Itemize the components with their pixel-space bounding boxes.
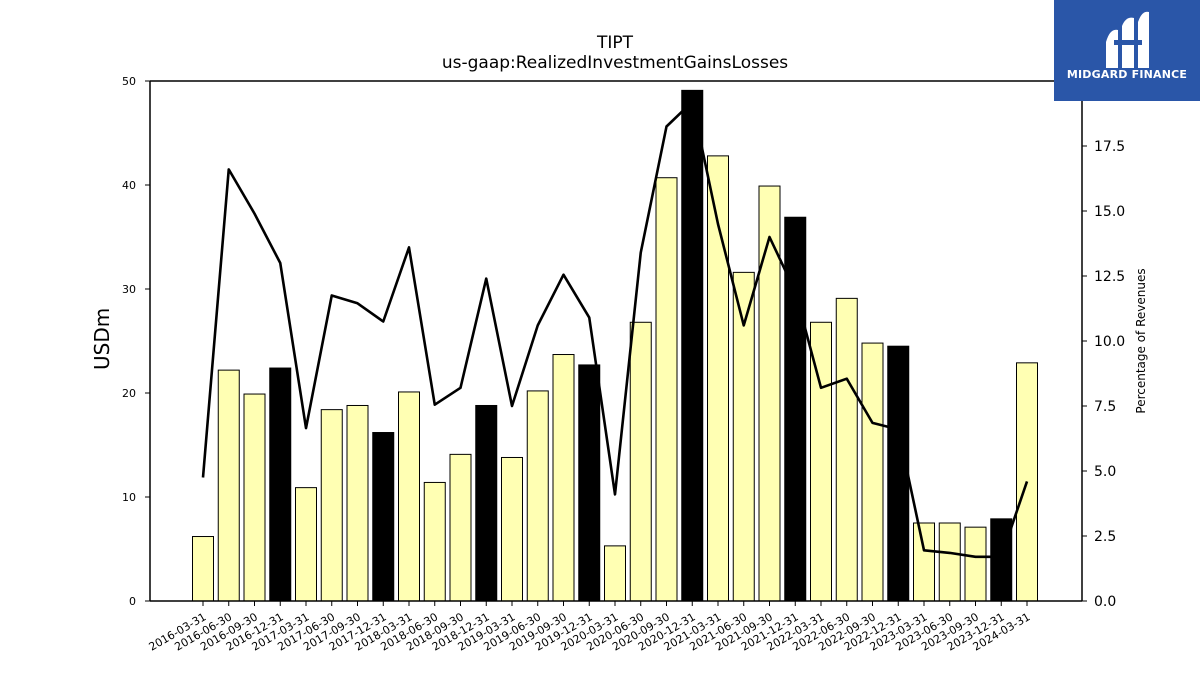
y2-tick-label-15.0: 15.0 bbox=[1094, 204, 1125, 220]
bar-2016-03-31 bbox=[192, 536, 214, 602]
y-tick-label-50: 50 bbox=[122, 75, 136, 88]
bar-2022-06-30 bbox=[835, 297, 858, 602]
chart-title: TIPT bbox=[596, 33, 634, 53]
bar-2017-06-30 bbox=[320, 409, 343, 602]
y2-tick-label-12.5: 12.5 bbox=[1094, 269, 1125, 285]
bar-2017-03-31 bbox=[295, 487, 317, 602]
y2-tick-label-2.5: 2.5 bbox=[1094, 529, 1116, 545]
midgard-finance-logo: MIDGARD FINANCE bbox=[1054, 0, 1200, 101]
bar-2016-12-31 bbox=[269, 367, 292, 602]
bar-2020-06-30 bbox=[629, 321, 652, 602]
y-tick-label-20: 20 bbox=[122, 387, 136, 400]
bar-2022-12-31 bbox=[887, 345, 910, 602]
axes-group: 010203040500.02.55.07.510.012.515.017.52… bbox=[122, 75, 1125, 654]
bar-2019-12-31 bbox=[578, 364, 601, 602]
bar-2020-09-30 bbox=[655, 177, 678, 602]
y2-axis-label: Percentage of Revenues bbox=[1134, 268, 1148, 414]
bar-2016-09-30 bbox=[243, 393, 266, 602]
bar-2023-06-30 bbox=[938, 522, 961, 602]
bar-2019-06-30 bbox=[526, 390, 549, 602]
bar-2019-03-31 bbox=[501, 456, 523, 602]
y2-tick-label-5.0: 5.0 bbox=[1094, 464, 1116, 480]
y-tick-label-10: 10 bbox=[122, 491, 136, 504]
bar-2021-09-30 bbox=[758, 185, 781, 602]
bar-2020-03-31 bbox=[604, 545, 626, 602]
logo-mark-icon bbox=[1106, 11, 1149, 68]
logo-text: MIDGARD FINANCE bbox=[1066, 68, 1188, 81]
y2-tick-label-7.5: 7.5 bbox=[1094, 399, 1116, 415]
y2-tick-label-10.0: 10.0 bbox=[1094, 334, 1125, 350]
bar-2023-12-31 bbox=[990, 518, 1013, 602]
line-group bbox=[201, 100, 1029, 559]
bar-2018-03-31 bbox=[398, 391, 420, 602]
bars-group bbox=[192, 89, 1038, 602]
bar-2017-12-31 bbox=[372, 432, 395, 602]
y-tick-label-40: 40 bbox=[122, 179, 136, 192]
y2-tick-label-17.5: 17.5 bbox=[1094, 139, 1125, 155]
bar-2017-09-30 bbox=[346, 404, 369, 602]
bar-2020-12-31 bbox=[681, 89, 704, 602]
chart-subtitle: us-gaap:RealizedInvestmentGainsLosses bbox=[441, 53, 789, 73]
bar-2018-09-30 bbox=[449, 453, 472, 602]
y-axis-label: USDm bbox=[90, 307, 114, 370]
y2-tick-label-0.0: 0.0 bbox=[1094, 594, 1116, 610]
revenue-pct-line bbox=[201, 100, 1029, 559]
y-tick-label-0: 0 bbox=[129, 595, 136, 608]
bar-2016-06-30 bbox=[217, 369, 240, 602]
bar-2018-06-30 bbox=[423, 481, 446, 602]
bar-2022-09-30 bbox=[861, 342, 884, 602]
bar-2019-09-30 bbox=[552, 354, 575, 602]
y-tick-label-30: 30 bbox=[122, 283, 136, 296]
bar-2023-03-31 bbox=[913, 522, 935, 602]
bar-2018-12-31 bbox=[475, 404, 498, 602]
bar-2023-09-30 bbox=[964, 526, 987, 602]
